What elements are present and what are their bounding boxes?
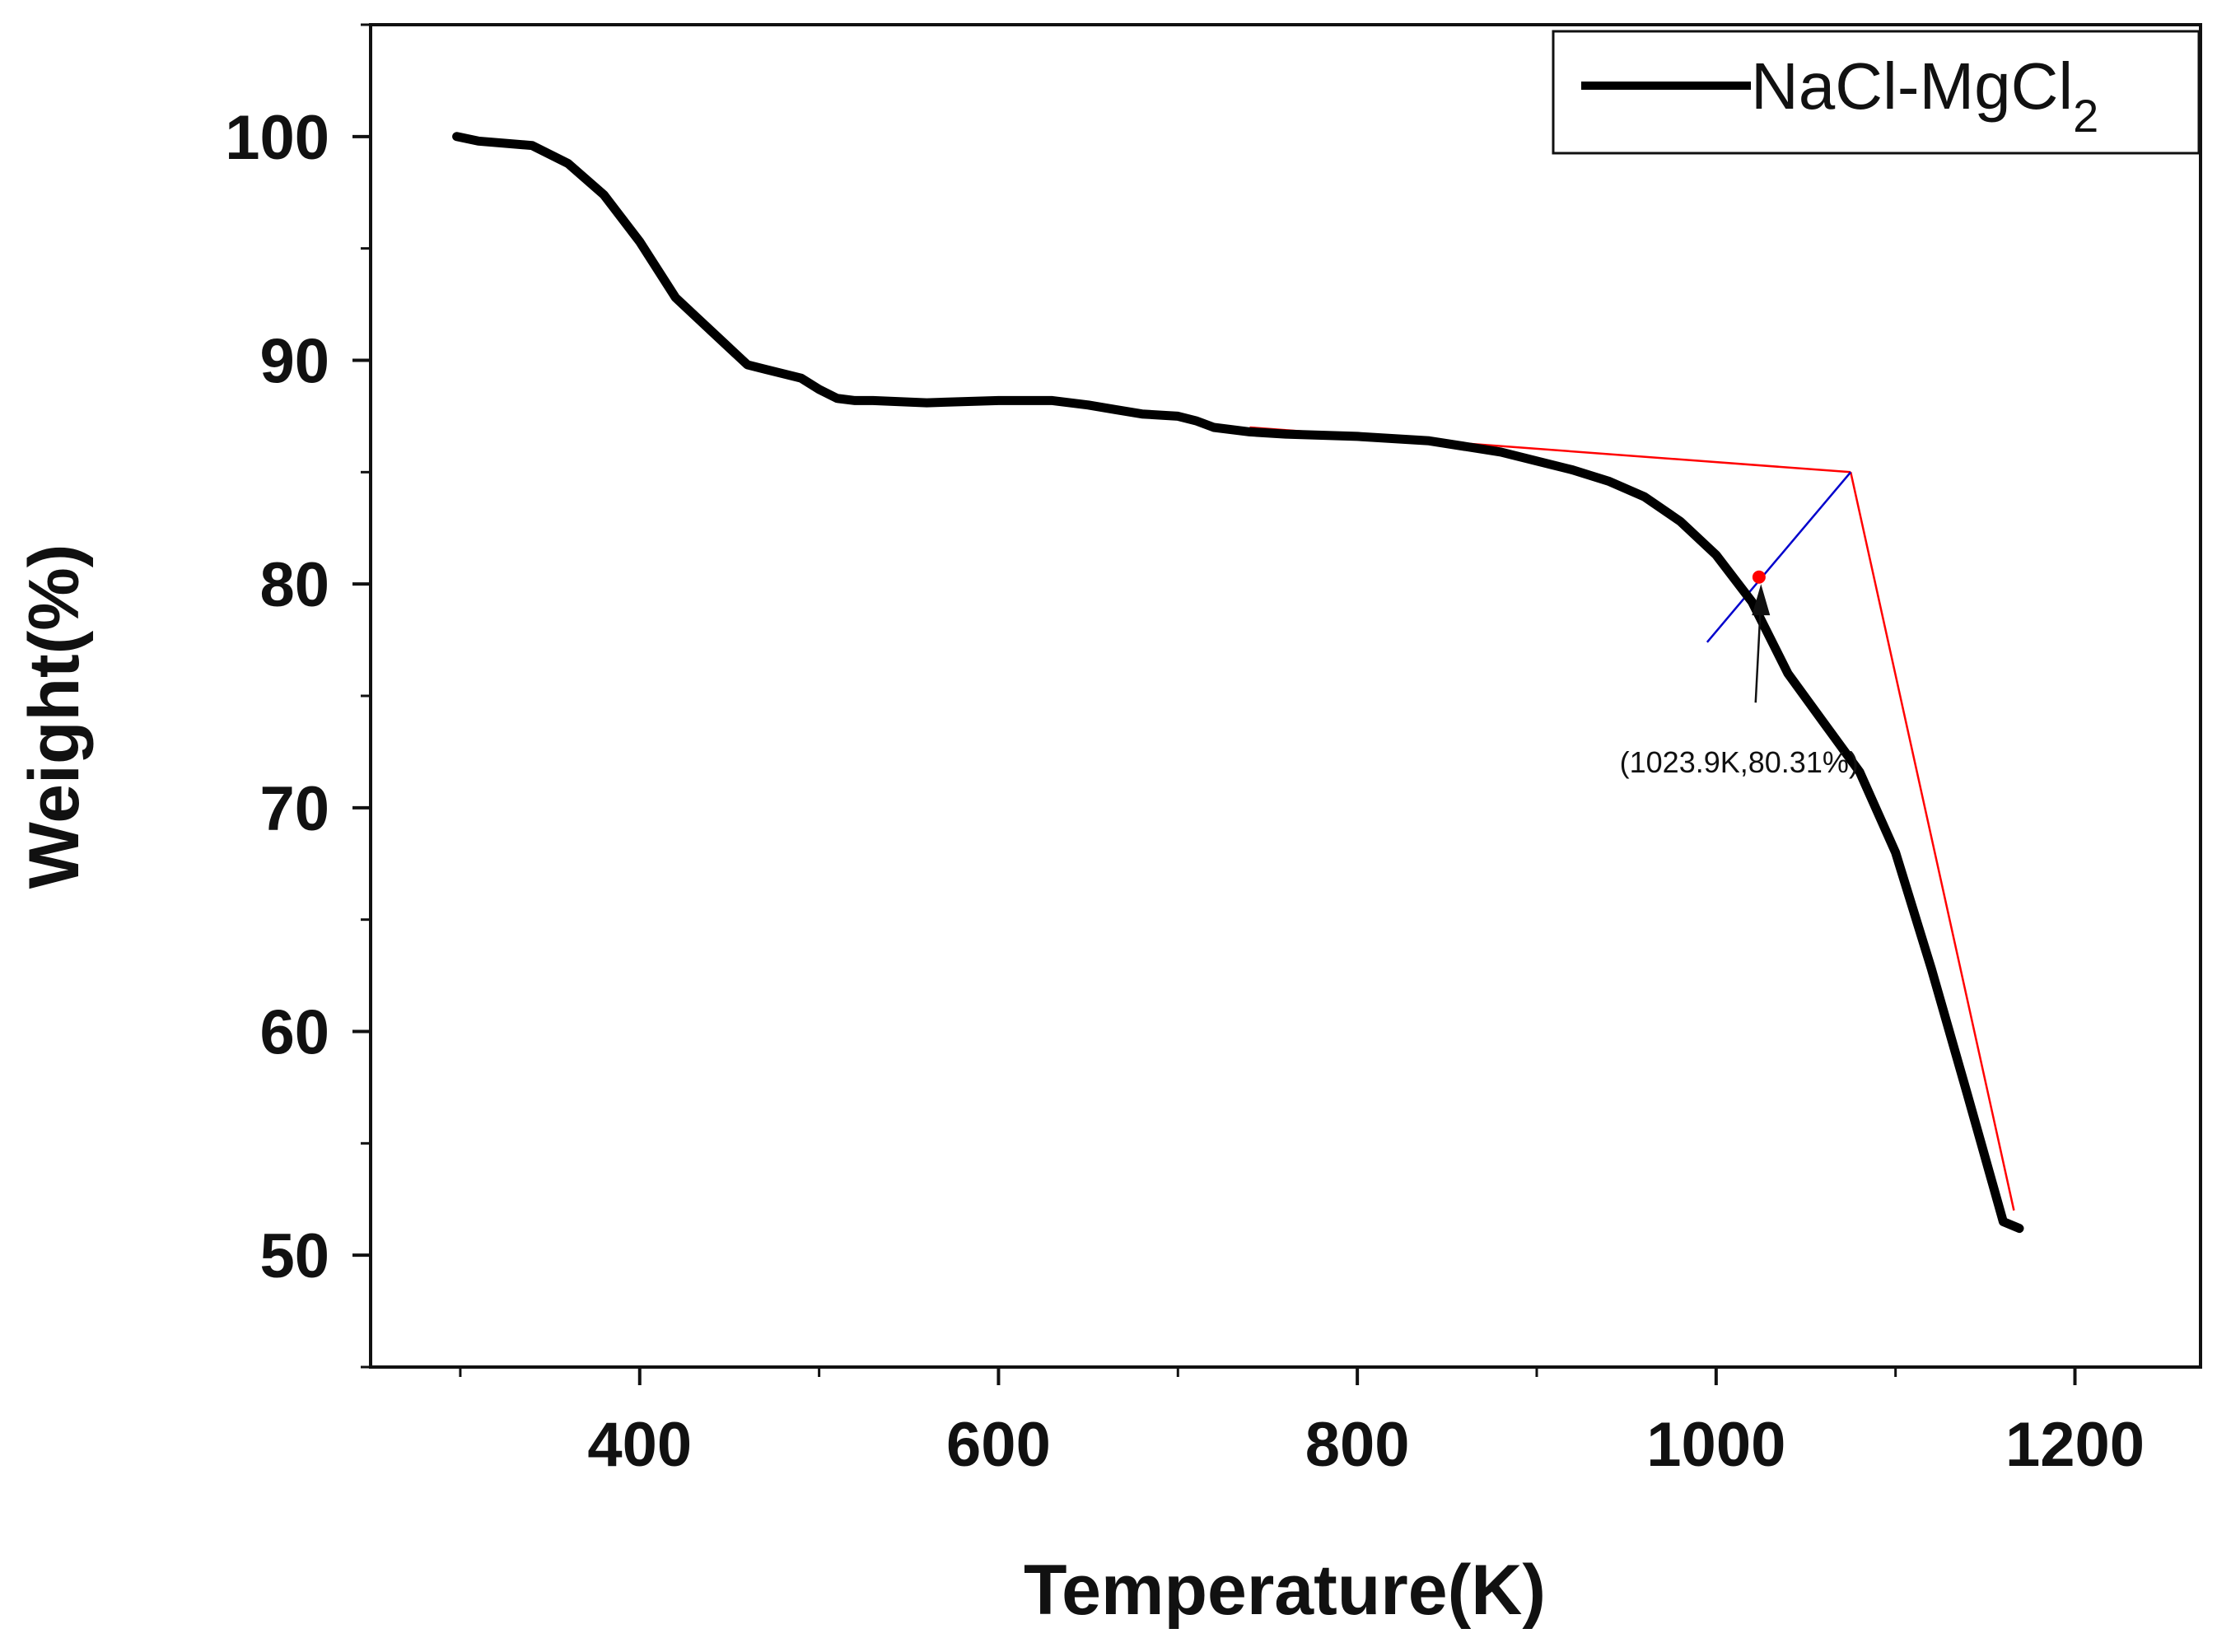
onset-point-marker bbox=[1752, 570, 1766, 584]
y-tick-label-70: 70 bbox=[259, 774, 329, 844]
x-tick-label-1000: 1000 bbox=[1646, 1410, 1785, 1480]
y-tick-label-90: 90 bbox=[259, 327, 329, 397]
series-layer bbox=[452, 132, 2024, 1234]
series-line-0 bbox=[452, 132, 2024, 1234]
x-axis-title: Temperature(K) bbox=[1024, 1551, 1546, 1630]
x-tick-label-800: 800 bbox=[1305, 1410, 1410, 1480]
onset-bisector bbox=[1706, 471, 1852, 643]
x-tick-label-400: 400 bbox=[587, 1410, 692, 1480]
x-tick-label-600: 600 bbox=[946, 1410, 1051, 1480]
y-tick-label-50: 50 bbox=[259, 1221, 329, 1291]
y-tick-label-80: 80 bbox=[259, 550, 329, 620]
onset-slope-tangent bbox=[1849, 472, 2015, 1211]
y-tick-label-60: 60 bbox=[259, 998, 329, 1068]
y-tick-label-100: 100 bbox=[225, 103, 329, 173]
legend-box bbox=[1552, 30, 2201, 155]
legend-label-nacl-mgcl2: NaCl-MgCl2 bbox=[1751, 49, 2098, 142]
annotations: (1023.9K,80.31%) bbox=[1620, 570, 1859, 779]
plot-frame bbox=[369, 23, 2202, 1369]
annotation-arrow-head bbox=[1752, 584, 1771, 616]
legend: NaCl-MgCl2 bbox=[1552, 30, 2201, 155]
x-tick-label-1200: 1200 bbox=[2005, 1410, 2145, 1480]
tick-labels: 400 600 800 1000 1200 50 60 70 80 90 100 bbox=[225, 103, 2145, 1480]
annotation-label-0: (1023.9K,80.31%) bbox=[1620, 745, 1859, 779]
y-axis-title: Weight(%) bbox=[15, 544, 94, 889]
annotation-arrow-shaft bbox=[1754, 599, 1762, 703]
